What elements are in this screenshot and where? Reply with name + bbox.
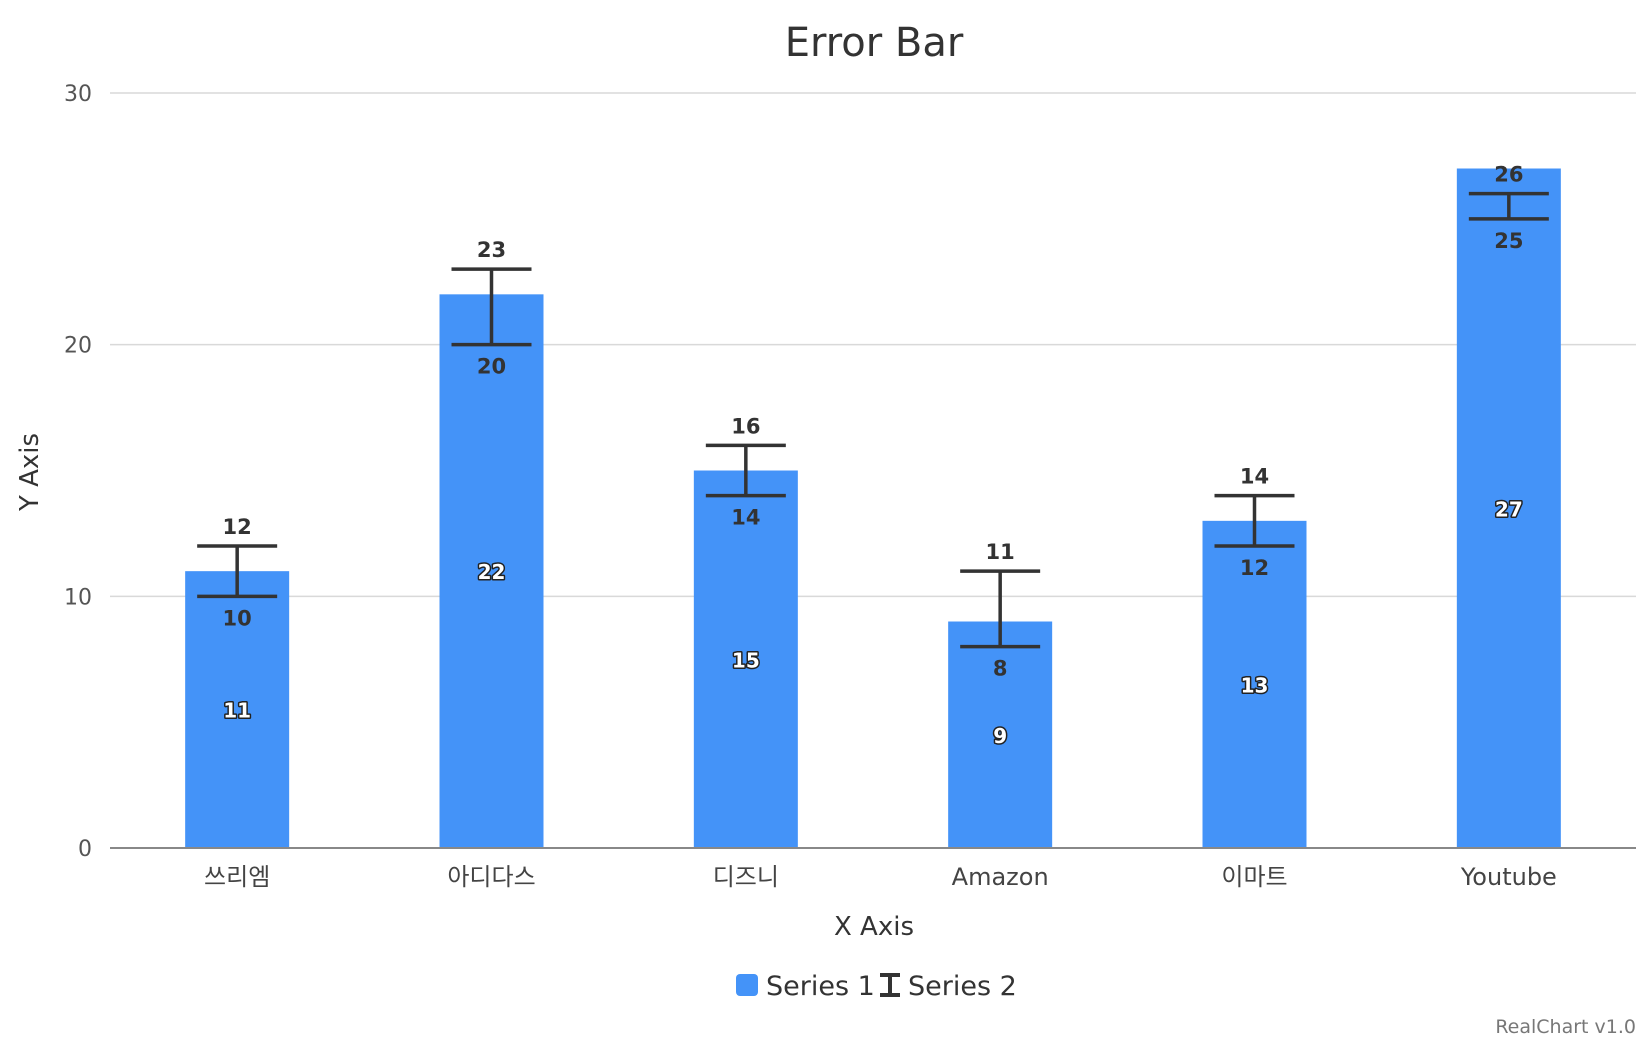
- error-high-label: 12: [223, 515, 252, 539]
- credits-label: RealChart v1.0: [1495, 1016, 1636, 1038]
- legend[interactable]: Series 1 Series 2: [736, 971, 1017, 1002]
- bar: [693, 470, 798, 848]
- bar-value-label: 11: [223, 699, 251, 723]
- grid-layer: [110, 92, 1636, 598]
- legend-series-2-label[interactable]: Series 2: [908, 971, 1017, 1002]
- error-high-label: 14: [1240, 465, 1269, 489]
- error-layer: [197, 191, 1549, 649]
- bar: [1202, 520, 1307, 848]
- bar: [439, 294, 544, 848]
- error-high-label: 26: [1494, 163, 1523, 187]
- x-category-label: Youtube: [1460, 863, 1557, 891]
- bar-value-label: 15: [732, 648, 760, 672]
- y-tick-label: 20: [64, 334, 92, 359]
- error-low-label: 10: [223, 606, 252, 630]
- error-high-label: 11: [986, 540, 1015, 564]
- legend-series-1-label[interactable]: Series 1: [766, 971, 875, 1002]
- bar-value-label: 27: [1495, 497, 1523, 521]
- error-low-label: 8: [993, 657, 1008, 681]
- error-low-label: 12: [1240, 556, 1269, 580]
- error-low-label: 20: [477, 355, 506, 379]
- error-low-label: 14: [731, 506, 760, 530]
- error-high-label: 23: [477, 238, 506, 262]
- y-tick-label: 0: [78, 837, 92, 862]
- y-tick-label: 30: [64, 82, 92, 107]
- label-layer: 11 12 10 22 23 20 15 16 14 9 11 8 13 14 12 27 26 25: [222, 163, 1525, 750]
- bar: [948, 621, 1053, 848]
- bar: [1456, 168, 1561, 848]
- chart-title: Error Bar: [785, 20, 964, 66]
- legend-series-2-errorbar-icon: [880, 973, 900, 997]
- legend-series-1-swatch: [736, 974, 758, 996]
- x-category-label: Amazon: [952, 863, 1049, 891]
- error-low-label: 25: [1494, 229, 1523, 253]
- x-category-label: 아디다스: [447, 863, 535, 891]
- x-category-label: 디즈니: [713, 863, 779, 891]
- x-category-label: 이마트: [1221, 863, 1287, 891]
- bar-value-label: 22: [478, 560, 506, 584]
- bar-layer: [185, 168, 1561, 848]
- bar: [185, 571, 290, 848]
- bar-value-label: 9: [993, 724, 1007, 748]
- x-category-label: 쓰리엠: [204, 863, 270, 891]
- error-high-label: 16: [731, 414, 760, 438]
- x-axis-title: X Axis: [834, 912, 914, 942]
- bar-value-label: 13: [1241, 673, 1269, 697]
- y-tick-label: 10: [64, 585, 92, 610]
- y-axis-title: Y Axis: [15, 433, 45, 512]
- axis-layer: 0 10 20 30 쓰리엠 아디다스 디즈니 Amazon 이마트 Youtube: [64, 82, 1636, 891]
